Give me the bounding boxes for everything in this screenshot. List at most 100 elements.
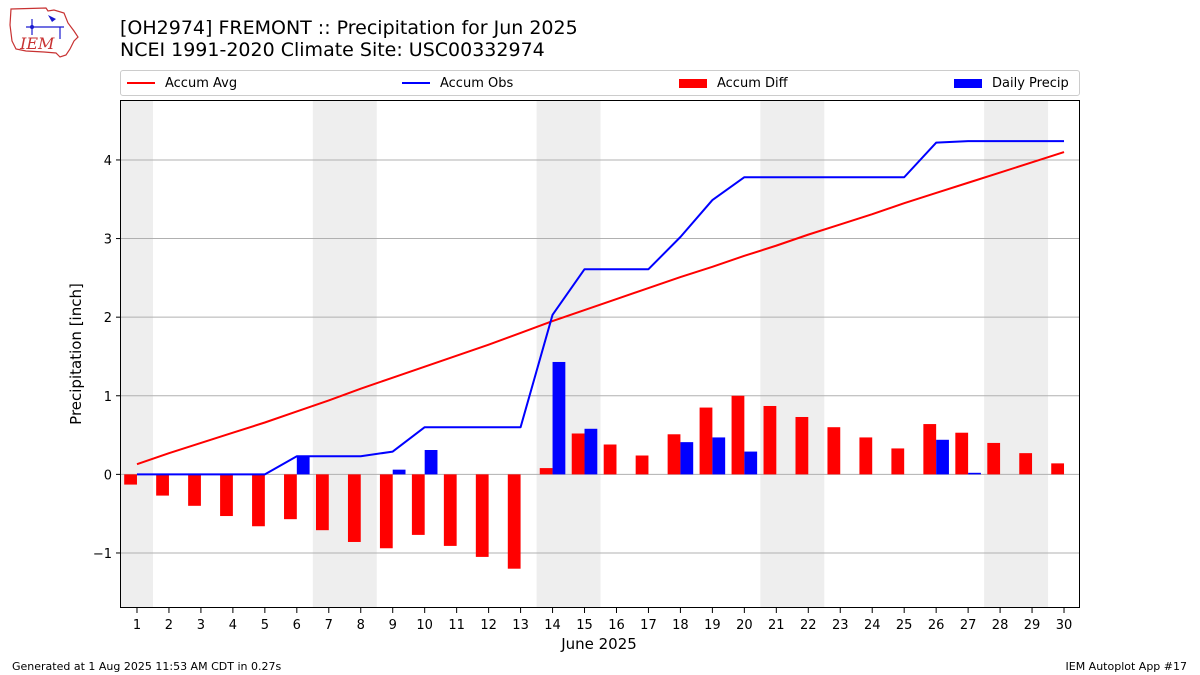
accum-diff-bar xyxy=(443,474,457,546)
y-tick-label: 1 xyxy=(104,390,112,405)
accum-diff-bar xyxy=(347,474,361,542)
accum-diff-bar xyxy=(315,474,329,531)
x-tick-label: 12 xyxy=(480,618,497,633)
legend-item-accum-avg: Accum Avg xyxy=(127,71,237,95)
accum-diff-bar xyxy=(475,474,489,557)
x-tick-label: 10 xyxy=(416,618,433,633)
daily-precip-bar xyxy=(424,450,438,475)
chart-title: [OH2974] FREMONT :: Precipitation for Ju… xyxy=(120,17,578,39)
legend-swatch-accum-obs xyxy=(402,82,430,84)
x-tick-label: 8 xyxy=(357,618,365,633)
accum-diff-bar xyxy=(827,427,841,475)
legend-label-daily-precip: Daily Precip xyxy=(992,75,1069,91)
x-tick-label: 4 xyxy=(229,618,237,633)
accum-diff-bar xyxy=(923,424,937,475)
x-tick-label: 27 xyxy=(960,618,977,633)
x-tick-label: 21 xyxy=(768,618,785,633)
x-tick-label: 30 xyxy=(1056,618,1073,633)
weekend-shade xyxy=(536,101,601,608)
x-tick-label: 28 xyxy=(992,618,1009,633)
plot-frame xyxy=(120,100,1080,608)
legend-item-daily-precip: Daily Precip xyxy=(954,71,1069,95)
accum-diff-bar xyxy=(220,474,233,517)
accum-diff-bar xyxy=(379,474,393,549)
chart-subtitle: NCEI 1991-2020 Climate Site: USC00332974 xyxy=(120,39,545,61)
accum-diff-bar xyxy=(731,395,745,475)
accum-diff-bar xyxy=(571,433,585,475)
x-tick-label: 3 xyxy=(197,618,205,633)
y-tick-label: 2 xyxy=(104,311,112,326)
daily-precip-bar xyxy=(552,361,566,475)
daily-precip-bar xyxy=(296,456,310,475)
legend-swatch-accum-diff xyxy=(679,78,707,88)
daily-precip-bar xyxy=(584,428,598,475)
legend-swatch-daily-precip xyxy=(954,78,982,88)
y-axis-ticks: −1 0 1 2 3 4 xyxy=(93,154,121,562)
y-tick-label: 0 xyxy=(104,468,112,483)
footer-generated: Generated at 1 Aug 2025 11:53 AM CDT in … xyxy=(12,660,282,673)
x-axis-label: June 2025 xyxy=(560,635,637,653)
footer-app: IEM Autoplot App #17 xyxy=(1065,660,1188,673)
x-tick-label: 15 xyxy=(576,618,593,633)
accum-diff-bar xyxy=(987,442,1001,475)
legend-item-accum-obs: Accum Obs xyxy=(402,71,513,95)
accum-diff-bar xyxy=(539,468,553,475)
x-tick-label: 19 xyxy=(704,618,721,633)
x-tick-label: 7 xyxy=(325,618,333,633)
x-tick-label: 29 xyxy=(1024,618,1041,633)
daily-precip-bar xyxy=(392,469,406,475)
x-tick-label: 23 xyxy=(832,618,849,633)
daily-precip-bar xyxy=(744,451,758,475)
accum-diff-bar xyxy=(699,407,713,475)
x-tick-label: 18 xyxy=(672,618,689,633)
accum-diff-bar xyxy=(955,432,969,475)
accum-avg-line xyxy=(136,151,1065,466)
x-tick-label: 25 xyxy=(896,618,913,633)
weekend-shade xyxy=(760,101,825,608)
x-tick-label: 9 xyxy=(389,618,397,633)
x-tick-label: 16 xyxy=(608,618,625,633)
legend-label-accum-obs: Accum Obs xyxy=(440,75,514,91)
x-tick-label: 22 xyxy=(800,618,817,633)
x-tick-label: 14 xyxy=(544,618,561,633)
y-tick-label: 3 xyxy=(104,233,112,248)
x-tick-label: 1 xyxy=(133,618,141,633)
weekend-shade xyxy=(984,101,1049,608)
weekend-shade xyxy=(312,101,377,608)
y-axis-label: Precipitation [inch] xyxy=(67,283,85,425)
iem-logo: IEM xyxy=(9,7,79,58)
daily-precip-bar xyxy=(712,437,726,475)
accum-diff-bar xyxy=(284,474,297,520)
legend-label-accum-diff: Accum Diff xyxy=(717,75,788,91)
daily-precip-bar xyxy=(936,439,949,475)
accum-diff-bar xyxy=(795,416,809,475)
x-tick-label: 24 xyxy=(864,618,881,633)
x-tick-label: 2 xyxy=(165,618,173,633)
bars xyxy=(124,361,1065,569)
weekend-shade xyxy=(121,101,153,608)
accum-diff-bar xyxy=(124,474,137,485)
accum-diff-bar xyxy=(763,405,777,475)
accum-diff-bar xyxy=(635,455,649,475)
x-tick-label: 6 xyxy=(293,618,301,633)
accum-diff-bar xyxy=(603,444,617,475)
logo-text: IEM xyxy=(19,34,55,53)
y-tick-label: −1 xyxy=(93,547,112,562)
daily-precip-bar xyxy=(968,472,981,475)
legend-swatch-accum-avg xyxy=(127,82,155,84)
accum-obs-line xyxy=(136,140,1065,476)
accum-diff-bar xyxy=(507,474,521,569)
y-tick-label: 4 xyxy=(104,154,112,169)
daily-precip-bar xyxy=(680,442,694,475)
weekend-shading xyxy=(121,101,1049,608)
accum-diff-bar xyxy=(411,474,425,535)
x-tick-label: 26 xyxy=(928,618,945,633)
legend-item-accum-diff: Accum Diff xyxy=(679,71,788,95)
x-tick-label: 5 xyxy=(261,618,269,633)
accum-diff-bar xyxy=(1051,463,1065,475)
accum-diff-bar xyxy=(252,474,265,527)
x-tick-label: 11 xyxy=(448,618,465,633)
legend-label-accum-avg: Accum Avg xyxy=(165,75,238,91)
accum-diff-bar xyxy=(859,437,873,475)
